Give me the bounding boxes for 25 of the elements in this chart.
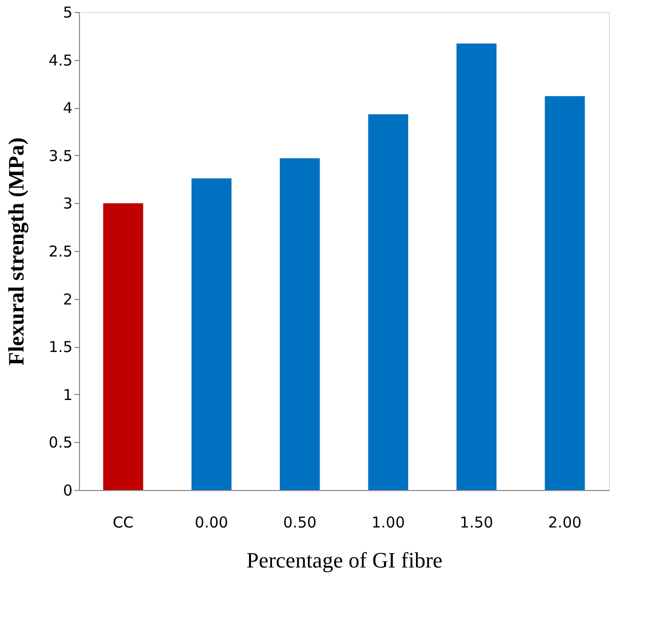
- bar: [280, 158, 320, 490]
- x-tick-label: 1.00: [371, 514, 405, 532]
- y-tick-label: 0: [62, 482, 72, 500]
- y-tick-label: 2.5: [48, 242, 72, 260]
- x-tick-label: 2.00: [548, 514, 582, 532]
- bar: [192, 178, 232, 490]
- bar: [103, 203, 144, 490]
- y-axis-title: Flexural strength (MPa): [4, 137, 29, 366]
- x-tick-label: CC: [112, 514, 134, 532]
- x-axis-title: Percentage of GI fibre: [246, 548, 443, 572]
- y-tick-label: 4: [62, 99, 72, 118]
- y-tick-label: 1: [62, 386, 72, 404]
- bar: [544, 96, 585, 490]
- y-tick-label: 4.5: [48, 51, 72, 70]
- y-tick-label: 2: [62, 290, 72, 308]
- y-tick-label: 1.5: [48, 338, 72, 356]
- y-tick-label: 5: [62, 4, 72, 22]
- bar: [456, 44, 496, 490]
- x-tick-label: 0.50: [283, 514, 317, 532]
- bar: [368, 114, 408, 490]
- y-tick-label: 0.5: [48, 434, 72, 452]
- x-tick-label: 1.50: [460, 514, 494, 532]
- y-tick-label: 3.5: [48, 146, 72, 165]
- x-tick-label: 0.00: [194, 514, 228, 532]
- y-tick-label: 3: [62, 194, 72, 213]
